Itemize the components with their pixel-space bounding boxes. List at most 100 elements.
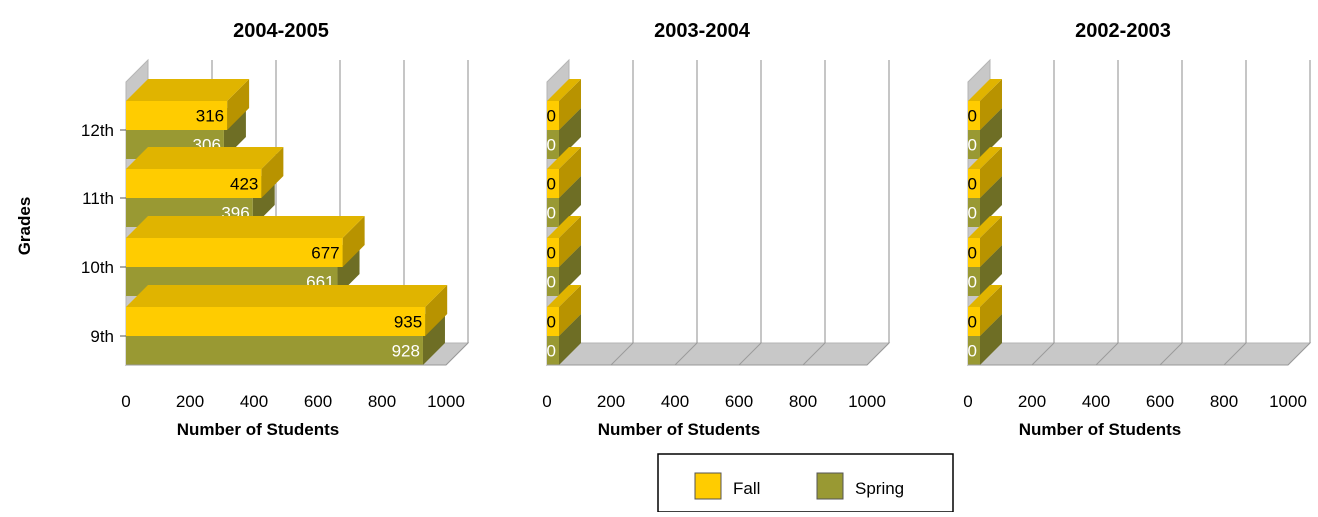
data-label: 0 [968,313,977,332]
bar-spring-10th [547,267,559,296]
bar-top [968,285,1002,307]
x-tick-label: 200 [597,392,625,411]
grid-line-floor [802,342,826,366]
legend-label-spring: Spring [855,479,904,498]
data-label: 0 [968,244,977,263]
bar-top [126,79,250,101]
x-axis-label: Number of Students [1019,420,1181,439]
x-tick-label: 800 [1210,392,1238,411]
bar-top [547,79,581,101]
x-tick-label: 1000 [427,392,465,411]
data-label: 316 [196,107,224,126]
bar-top [547,147,581,169]
data-label: 0 [968,107,977,126]
bar-fall-9th [968,307,980,336]
data-label: 0 [547,244,556,263]
grid-line-floor [1031,342,1055,366]
bar-spring-9th [126,336,423,365]
grid-line-floor [738,342,762,366]
data-label: 0 [547,136,556,155]
bar-top [968,216,1002,238]
legend: Fall Spring [657,453,954,513]
grid-line-floor [445,342,469,366]
bar-side [422,314,445,365]
x-tick-label: 400 [661,392,689,411]
data-label: 0 [547,313,556,332]
x-tick-label: 800 [789,392,817,411]
grid-line-floor [610,342,634,366]
bar-fall-12th [547,101,559,130]
bar-fall-10th [547,238,559,267]
data-label: 0 [547,273,556,292]
bar-fall-12th [968,101,980,130]
bar-top [126,285,448,307]
bar-side [559,108,581,159]
data-label: 0 [968,273,977,292]
x-tick-label: 0 [542,392,551,411]
y-tick-label: 9th [90,327,114,346]
chart-panel-1: 2004-2005 0 200 400 600 800 1000 Number of Stud… [15,20,470,439]
bar-top [126,147,284,169]
y-tick-label: 12th [81,121,114,140]
x-tick-label: 1000 [1269,392,1307,411]
x-axis-label: Number of Students [598,420,760,439]
y-tick-label: 10th [81,258,114,277]
legend-swatch-spring [816,472,844,500]
chart-title: 2002-2003 [1075,20,1171,42]
plot-floor [545,342,891,366]
legend-label-fall: Fall [733,479,760,498]
data-label: 0 [547,175,556,194]
bar-side [980,176,1002,227]
x-tick-label: 0 [963,392,972,411]
bar-side [425,285,448,336]
x-tick-label: 600 [725,392,753,411]
grid-line-floor [866,342,890,366]
bar-fall-9th [547,307,559,336]
data-label: 0 [547,204,556,223]
grid-line-floor [1095,342,1119,366]
chart-panel-2: 2003-2004 0 200 400 600 800 1000 Number of Stud… [542,20,891,439]
bar-side [559,216,581,267]
bar-side [337,245,360,296]
data-label: 0 [968,136,977,155]
x-tick-label: 1000 [848,392,886,411]
bar-side [980,245,1002,296]
data-label: 0 [968,342,977,361]
data-label: 0 [968,175,977,194]
bar-side [559,314,581,365]
plot-floor [966,342,1312,366]
bar-side [559,79,581,130]
bar-side [980,216,1002,267]
bar-spring-9th [547,336,559,365]
x-axis-label: Number of Students [177,420,339,439]
bar-side [223,108,246,159]
bar-fall-9th [126,307,426,336]
x-tick-label: 400 [240,392,268,411]
bar-fall-10th [126,238,343,267]
bar-spring-11th [968,198,980,227]
bar-spring-12th [968,130,980,159]
data-label: 0 [547,107,556,126]
bar-side [980,79,1002,130]
bar-side [559,147,581,198]
bar-top [126,216,365,238]
bar-side [261,147,284,198]
chart-title: 2004-2005 [233,20,329,42]
data-label: 677 [311,244,339,263]
bar-side [559,245,581,296]
bar-top [547,216,581,238]
bar-spring-11th [547,198,559,227]
data-label: 0 [968,204,977,223]
x-tick-label: 200 [176,392,204,411]
bar-side [342,216,365,267]
bar-side [980,147,1002,198]
bar-side [559,285,581,336]
grid-line-floor [674,342,698,366]
bar-side [980,108,1002,159]
y-axis-label: Grades [15,197,34,256]
bar-fall-11th [968,169,980,198]
x-tick-label: 600 [1146,392,1174,411]
bar-fall-11th [547,169,559,198]
bar-top [968,147,1002,169]
